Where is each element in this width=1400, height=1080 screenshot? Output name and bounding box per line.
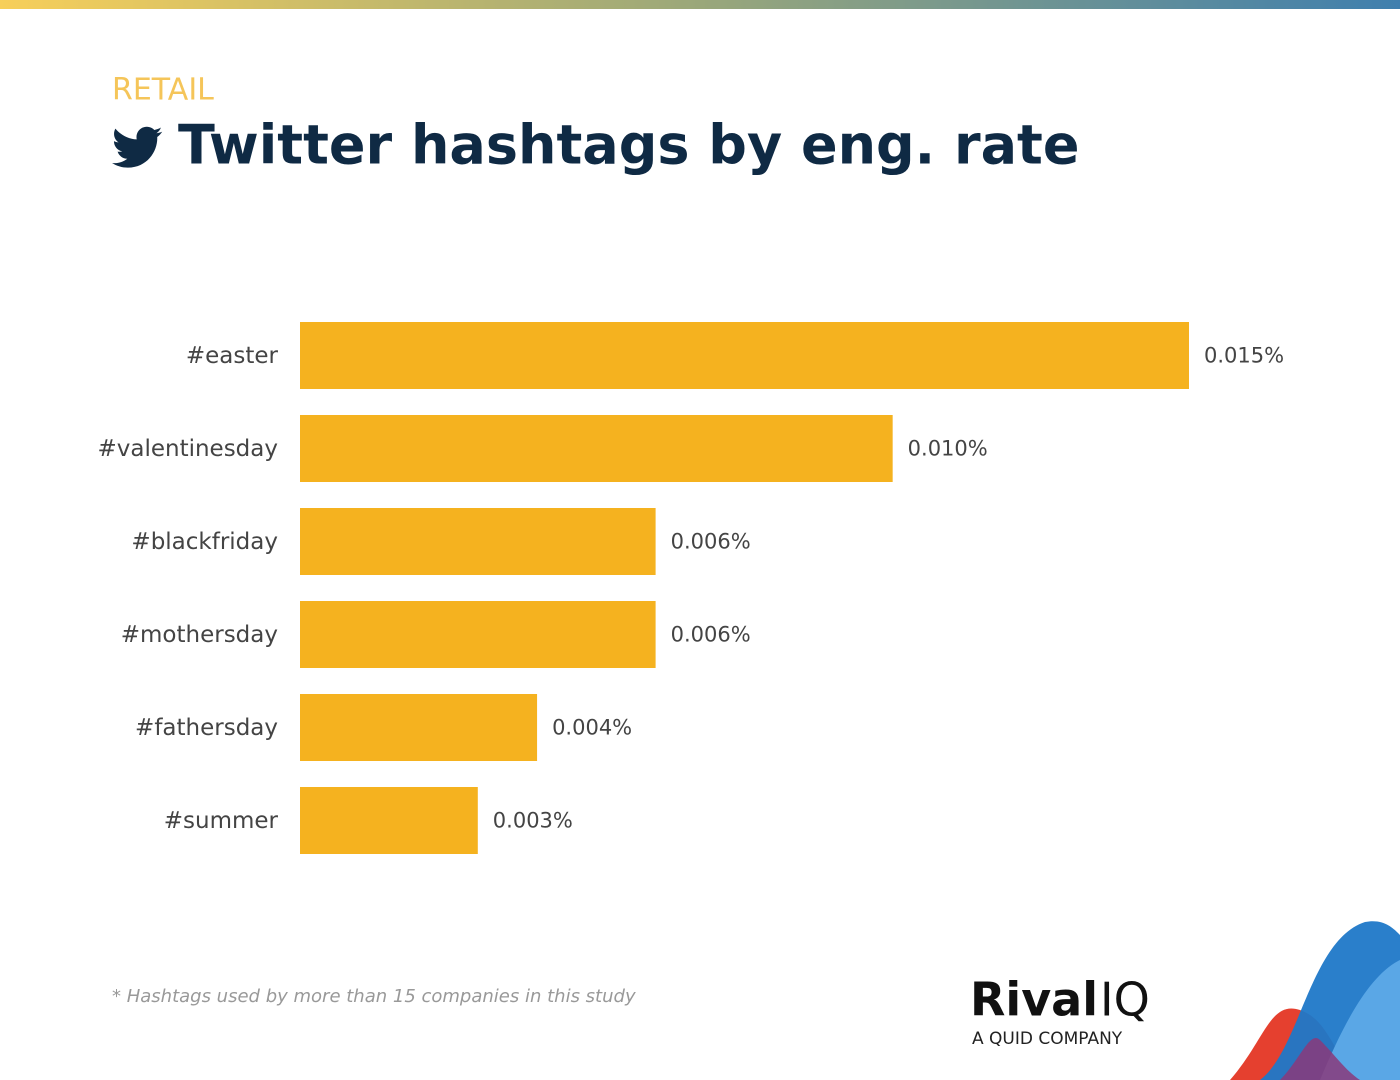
category-label: #fathersday: [135, 715, 278, 741]
category-label: #mothersday: [121, 622, 278, 648]
logo-tagline: A QUID COMPANY: [972, 1029, 1123, 1049]
category-label: #summer: [164, 808, 279, 834]
chart-title: Twitter hashtags by eng. rate: [178, 114, 1080, 177]
value-label: 0.006%: [671, 623, 751, 647]
value-label: 0.010%: [908, 437, 988, 461]
bar: [300, 601, 656, 668]
value-label: 0.004%: [552, 716, 632, 740]
category-label: #blackfriday: [131, 529, 278, 555]
category-label: #valentinesday: [97, 436, 278, 462]
footnote: * Hashtags used by more than 15 companie…: [112, 986, 636, 1007]
bar: [300, 322, 1189, 389]
bar: [300, 508, 656, 575]
logo-suffix: IQ: [1100, 973, 1150, 1027]
category-label: #easter: [186, 343, 279, 369]
kicker: RETAIL: [112, 73, 214, 108]
value-label: 0.003%: [493, 809, 573, 833]
logo-name: Rival: [970, 973, 1098, 1027]
decor-waves: [1230, 921, 1400, 1080]
bar: [300, 415, 893, 482]
top-bar: [0, 0, 1400, 9]
bar: [300, 694, 538, 761]
twitter-icon: [112, 126, 163, 168]
value-label: 0.015%: [1204, 344, 1284, 368]
value-label: 0.006%: [671, 530, 751, 554]
bar: [300, 787, 478, 854]
